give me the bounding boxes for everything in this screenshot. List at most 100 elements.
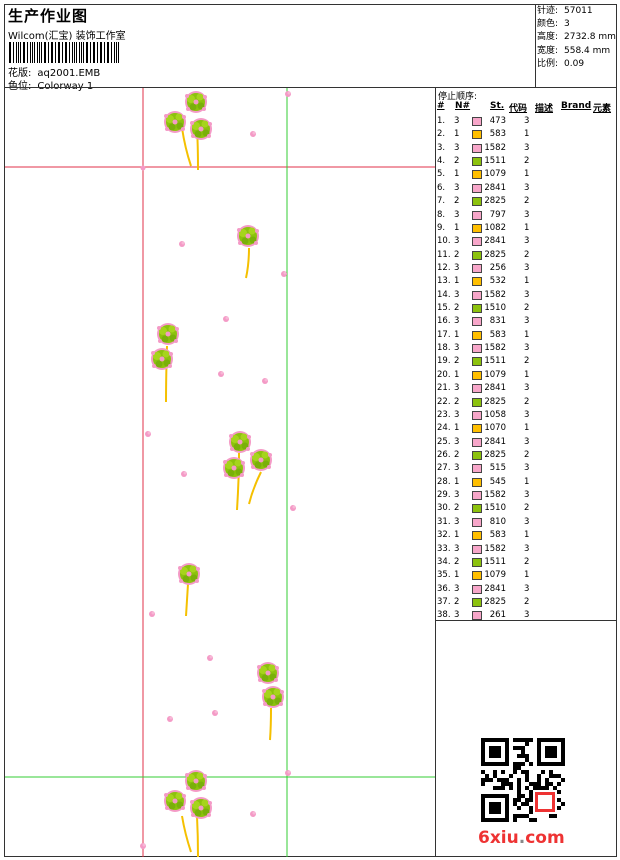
stitch-count: 2841 <box>484 236 506 247</box>
stop-row: 33. 3 1582 3 <box>436 543 617 556</box>
stitch-count: 256 <box>489 262 506 273</box>
qr-module <box>521 738 525 742</box>
barcode-bar <box>36 42 38 63</box>
color-swatch <box>472 304 482 314</box>
color-swatch <box>472 210 482 220</box>
flower-cluster-5 <box>149 563 213 661</box>
list-header: # N# St. 代码 描述 Brand 元素 <box>436 101 617 114</box>
qr-module <box>497 778 501 782</box>
stitch-count: 2825 <box>484 596 506 607</box>
stitch-count: 1079 <box>484 369 506 380</box>
thread-code: 3 <box>524 543 530 554</box>
stop-row: 16. 3 831 3 <box>436 315 617 328</box>
thread-code: 3 <box>524 409 530 420</box>
stop-index: 1. <box>437 116 446 126</box>
stitch-count: 2825 <box>484 396 506 407</box>
qr-module <box>485 774 489 778</box>
col-index: # <box>437 101 445 111</box>
color-swatch <box>472 197 482 207</box>
qr-module <box>513 818 517 822</box>
color-swatch <box>472 464 482 474</box>
barcode <box>9 42 121 63</box>
stop-index: 38. <box>437 610 451 621</box>
qr-module <box>557 798 561 802</box>
stop-row: 17. 1 583 1 <box>436 329 617 342</box>
stitch-count: 545 <box>489 476 506 487</box>
stop-index: 14. <box>437 289 451 300</box>
stitch-count: 583 <box>489 129 506 140</box>
flower-cluster-7 <box>140 770 291 857</box>
qr-module <box>505 782 509 786</box>
qr-module <box>517 798 521 802</box>
needle-number: 3 <box>454 490 460 501</box>
column-divider <box>435 88 436 857</box>
stop-row: 3. 3 1582 3 <box>436 142 617 155</box>
color-swatch <box>472 170 482 180</box>
color-swatch <box>472 410 482 420</box>
thread-code: 2 <box>524 249 530 260</box>
thread-code: 3 <box>524 236 530 247</box>
qr-module <box>509 782 513 786</box>
stitch-count: 515 <box>489 463 506 474</box>
stop-index: 19. <box>437 356 451 367</box>
stats-panel: 针迹: 57011 颜色: 3 高度: 2732.8 mm 宽度: 558.4 mm 比… <box>537 5 617 71</box>
qr-module <box>513 738 517 742</box>
qr-module <box>513 802 517 806</box>
thread-code: 3 <box>524 262 530 273</box>
stop-index: 17. <box>437 329 451 340</box>
thread-code: 3 <box>524 516 530 527</box>
barcode-bar <box>108 42 109 63</box>
thread-code: 2 <box>524 556 530 567</box>
thread-code: 3 <box>524 490 530 501</box>
color-swatch <box>472 491 482 501</box>
list-bottom-rule <box>436 620 617 621</box>
stop-row: 18. 3 1582 3 <box>436 342 617 355</box>
color-swatch <box>472 357 482 367</box>
qr-module <box>513 814 517 818</box>
qr-module <box>553 814 557 818</box>
thread-code: 3 <box>524 583 530 594</box>
stop-index: 27. <box>437 463 451 474</box>
stop-row: 29. 3 1582 3 <box>436 489 617 502</box>
needle-number: 3 <box>454 316 460 327</box>
needle-number: 1 <box>454 276 460 287</box>
qr-module <box>517 754 521 758</box>
qr-module <box>489 778 493 782</box>
color-swatch <box>472 277 482 287</box>
page-title: 生产作业图 <box>8 7 89 25</box>
needle-number: 2 <box>454 556 460 567</box>
stitch-count: 1582 <box>484 490 506 501</box>
needle-number: 2 <box>454 503 460 514</box>
stop-row: 28. 1 545 1 <box>436 476 617 489</box>
thread-code: 1 <box>524 329 530 340</box>
stop-row: 2. 1 583 1 <box>436 128 617 141</box>
list-title: 停止顺序: <box>438 92 478 102</box>
thread-code: 1 <box>524 423 530 434</box>
thread-code: 2 <box>524 303 530 314</box>
qr-module <box>525 786 529 790</box>
barcode-bar <box>89 42 91 63</box>
qr-module <box>549 770 553 774</box>
qr-module <box>489 802 501 814</box>
needle-number: 3 <box>454 583 460 594</box>
stop-index: 21. <box>437 383 451 394</box>
color-swatch <box>472 223 482 233</box>
qr-module <box>501 778 505 782</box>
qr-code-image <box>481 738 565 822</box>
qr-module <box>529 794 533 798</box>
stop-index: 34. <box>437 556 451 567</box>
needle-number: 1 <box>454 423 460 434</box>
stop-row: 14. 3 1582 3 <box>436 289 617 302</box>
stop-row: 26. 2 2825 2 <box>436 449 617 462</box>
needle-number: 1 <box>454 129 460 140</box>
studio-name: Wilcom(汇宝) 装饰工作室 <box>8 31 126 42</box>
color-swatch <box>472 557 482 567</box>
qr-module <box>545 746 557 758</box>
needle-number: 2 <box>454 449 460 460</box>
stitch-count: 473 <box>489 116 506 126</box>
design-value: aq2001.EMB <box>37 68 101 79</box>
needle-number: 2 <box>454 156 460 167</box>
qr-module <box>541 786 545 790</box>
stop-row: 1. 3 473 3 <box>436 115 617 128</box>
stop-row: 38. 3 261 3 <box>436 609 617 622</box>
